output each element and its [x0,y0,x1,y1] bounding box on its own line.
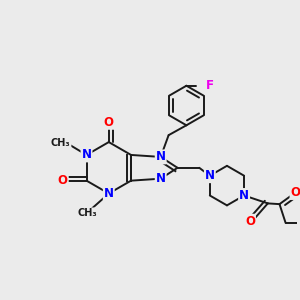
Text: N: N [156,172,166,185]
Text: N: N [239,189,249,202]
Text: N: N [156,150,166,164]
Text: CH₃: CH₃ [51,138,70,148]
Text: O: O [290,186,300,199]
Text: O: O [245,215,255,228]
Text: N: N [82,148,92,161]
Text: O: O [104,116,114,129]
Text: O: O [58,174,68,187]
Text: CH₃: CH₃ [77,208,97,218]
Text: F: F [206,79,214,92]
Text: N: N [104,187,114,200]
Text: N: N [205,169,215,182]
